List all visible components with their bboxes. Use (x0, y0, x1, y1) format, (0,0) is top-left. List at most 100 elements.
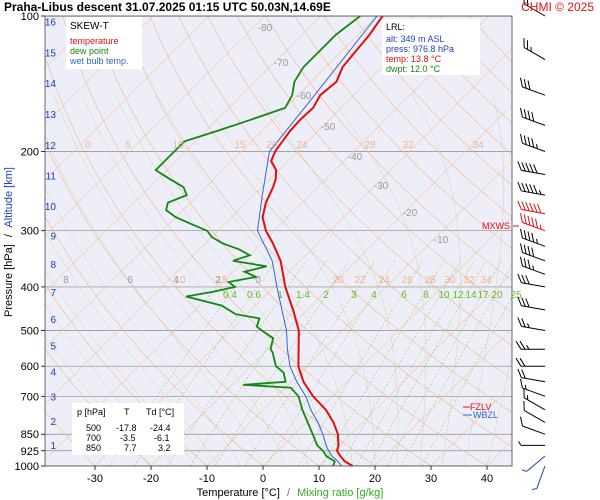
wind-barb-feather (519, 107, 523, 118)
y-axis-label-separator: / (3, 233, 15, 237)
wind-barb-feather (525, 162, 530, 172)
pressure-tick-label: 400 (21, 282, 39, 294)
fzlv-label: FZLV (470, 402, 491, 412)
wind-barb (517, 368, 546, 383)
wind-barb (519, 133, 546, 152)
mixing-ratio-label: 3 (351, 290, 357, 301)
wind-barb (523, 38, 546, 61)
legend-box (66, 17, 142, 69)
y-axis-label: Pressure [hPa] / Altitude [km] (3, 167, 15, 317)
mixing-ratio-label: 8 (423, 290, 429, 301)
wind-barb-feather (533, 203, 538, 213)
wind-barb-feather (523, 38, 525, 48)
altitude-tick-label: 2 (50, 417, 56, 428)
wind-barb (523, 400, 546, 423)
temperature-tick-label: -20 (143, 473, 159, 485)
isotherm-label: 32 (402, 140, 414, 151)
dry-adiabat (120, 16, 512, 448)
altitude-tick-label: 10 (45, 202, 57, 213)
moist-adiabat (45, 134, 264, 466)
altitude-tick-label: 16 (45, 18, 57, 29)
mixing-ratio-label: 2 (323, 290, 329, 301)
wind-barb (519, 228, 546, 247)
wind-barb (517, 273, 546, 288)
x-axis-label-separator: / (287, 487, 291, 499)
wind-barb-feather (525, 183, 530, 193)
isotherm-label: 2 (215, 275, 221, 286)
wind-barb-shaft (523, 47, 546, 61)
wet-bulb-temp-line (256, 16, 378, 466)
wind-barb-feather (523, 79, 527, 89)
mixing-ratio-line (369, 260, 487, 466)
isotherm-label: 24 (296, 140, 308, 151)
y-axis-label-altitude: Altitude [km] (3, 167, 15, 228)
wind-barb-feather (527, 215, 531, 226)
isotherm-line (543, 16, 600, 466)
wind-barb-feather (526, 0, 529, 7)
wind-barb-shaft (522, 387, 546, 397)
pressure-tick-label: 500 (21, 326, 39, 338)
isotherm-label: 28 (364, 140, 376, 151)
wind-barb-shaft (526, 455, 546, 472)
dry-adiabat-label: 24 (378, 275, 390, 286)
mixing-ratio-line (355, 260, 475, 466)
isotherm-label: 8 (63, 275, 69, 286)
altitude-tick-label: 5 (50, 342, 56, 353)
isotherm-line (45, 16, 434, 405)
mixing-ratio-label: 1 (277, 290, 283, 301)
mixing-ratio-label: 12 (452, 290, 464, 301)
wind-barb (519, 213, 546, 232)
wind-barb (515, 357, 545, 367)
wind-barb-feather (533, 184, 538, 194)
legend-item-wet-bulb: wet bulb temp. (69, 56, 129, 66)
wind-barb-feather (517, 161, 522, 171)
dry-adiabat-label: 34 (480, 275, 492, 286)
table-cell: -6.1 (154, 433, 170, 443)
mixing-ratio-line (386, 260, 502, 466)
wind-barb-feather (523, 388, 525, 398)
dry-adiabat (149, 16, 512, 413)
isotherm-line (318, 272, 512, 466)
wind-barb-feather (521, 369, 526, 379)
altitude-tick-label: 13 (45, 110, 57, 121)
altitude-tick-label: 9 (50, 231, 56, 242)
lrl-temperature: temp: 13.8 °C (386, 54, 442, 64)
wind-barb-shaft (523, 409, 546, 423)
wind-barb-feather (531, 111, 535, 122)
isotherm-label: -30 (374, 181, 389, 192)
isotherm-line (150, 104, 512, 466)
temperature-tick-label: 20 (369, 473, 381, 485)
wind-barb-feather (519, 378, 523, 389)
isotherm-label: 0 (255, 275, 261, 286)
wind-barb-feather (525, 201, 530, 212)
plot-frame (44, 15, 513, 467)
mixing-ratio-label: 6 (401, 290, 407, 301)
mixing-ratio-line (321, 260, 445, 466)
wind-barb-feather (519, 228, 523, 239)
wind-barb-half-feather (524, 384, 527, 390)
wind-barb-feather (523, 109, 527, 119)
wind-barb-feather (519, 357, 526, 367)
isotherm-line (45, 16, 154, 125)
wind-barb-feather (521, 201, 526, 211)
isotherm-line (94, 48, 512, 466)
wind-barb-half-feather (521, 469, 527, 472)
dry-adiabat-label: 26 (401, 275, 413, 286)
pressure-tick-label: 700 (21, 391, 39, 403)
wind-barb-feather (533, 164, 538, 174)
wind-barb-half-feather (536, 144, 538, 149)
moist-adiabat (82, 95, 309, 466)
wind-barb-feather (525, 275, 530, 285)
legend-item-temperature: temperature (70, 36, 119, 46)
altitude-tick-label: 1 (50, 441, 56, 452)
pressure-tick-label: 100 (21, 11, 39, 23)
wind-barb-shaft (522, 86, 546, 96)
mixing-ratio-label: 20 (491, 290, 503, 301)
wind-barb-feather (529, 202, 534, 212)
table-header-p: p [hPa] (77, 407, 106, 417)
wind-barb-feather (519, 133, 523, 144)
isotherm-label: 20 (266, 140, 278, 151)
wind-barb-feather (519, 77, 523, 88)
isotherm-label: 4 (173, 275, 179, 286)
wind-barb (523, 0, 546, 17)
